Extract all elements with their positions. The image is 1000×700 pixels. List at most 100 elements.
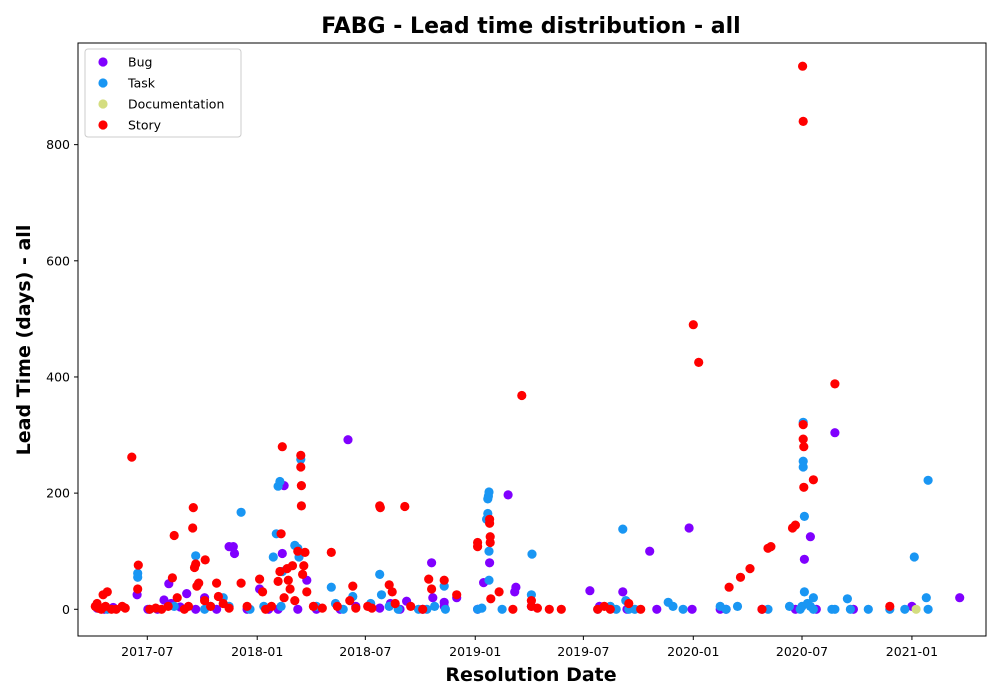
point-bug — [229, 548, 240, 559]
point-story — [200, 596, 210, 606]
point-story — [273, 576, 283, 587]
point-bug — [618, 587, 628, 597]
point-story — [406, 601, 416, 612]
x-axis-ticks: 2017-07 2018-01 2018-07 2019-01 2019-07 2020-… — [121, 636, 938, 659]
point-story — [508, 604, 518, 614]
legend-label-documentation: Documentation — [128, 97, 224, 112]
legend-marker-documentation — [98, 99, 108, 109]
point-task — [900, 604, 910, 614]
point-story — [390, 598, 400, 609]
y-axis-ticks: 0 200 400 600 800 — [46, 137, 78, 617]
chart-title: FABG - Lead time distribution - all — [321, 14, 740, 39]
point-task — [830, 604, 840, 614]
point-story — [300, 547, 310, 558]
point-bug — [427, 558, 437, 568]
y-tick-label: 200 — [46, 486, 70, 501]
point-story — [296, 450, 306, 460]
point-story — [387, 587, 397, 597]
point-story — [485, 518, 495, 528]
point-story — [724, 582, 734, 592]
point-story — [285, 584, 295, 594]
point-task — [375, 569, 385, 580]
point-bug — [503, 490, 513, 500]
point-task — [808, 593, 819, 603]
point-documentation — [911, 604, 921, 614]
point-bug — [652, 604, 662, 614]
point-task — [440, 604, 450, 614]
point-story — [275, 566, 285, 577]
legend-label-story: Story — [128, 118, 162, 133]
point-story — [798, 116, 808, 126]
point-task — [799, 511, 810, 521]
point-story — [532, 603, 543, 613]
point-story — [424, 574, 434, 584]
point-bug — [955, 593, 965, 603]
point-bug — [375, 603, 385, 613]
point-task — [276, 601, 286, 612]
point-task — [732, 601, 743, 612]
x-tick-label: 2020-01 — [667, 644, 719, 659]
point-bug — [585, 586, 595, 596]
point-task — [721, 604, 731, 614]
legend: Bug Task Documentation Story — [84, 48, 242, 138]
point-task — [191, 551, 201, 561]
point-story — [188, 523, 198, 533]
point-story — [798, 434, 808, 444]
point-bug — [799, 554, 810, 564]
point-bug — [687, 604, 697, 614]
point-story — [624, 598, 634, 609]
point-story — [191, 559, 201, 569]
y-tick-label: 600 — [46, 253, 70, 268]
point-task — [477, 603, 487, 613]
point-story — [276, 529, 286, 539]
point-task — [484, 575, 494, 585]
point-story — [326, 547, 336, 558]
point-bug — [645, 546, 655, 556]
point-task — [268, 552, 278, 562]
x-tick-label: 2019-01 — [449, 644, 501, 659]
point-bug — [293, 604, 303, 614]
point-task — [133, 568, 143, 578]
point-story — [279, 593, 289, 603]
point-story — [348, 581, 358, 591]
point-story — [302, 587, 312, 597]
point-task — [430, 601, 440, 612]
point-story — [799, 482, 809, 492]
point-story — [194, 578, 204, 588]
point-task — [236, 507, 246, 517]
legend-marker-bug — [98, 57, 108, 67]
point-task — [497, 604, 507, 614]
point-story — [183, 601, 194, 612]
x-tick-label: 2018-01 — [231, 644, 283, 659]
point-task — [799, 587, 810, 597]
point-task — [376, 590, 387, 600]
y-tick-label: 800 — [46, 137, 70, 152]
point-task — [863, 604, 873, 614]
point-task — [484, 487, 494, 497]
legend-marker-task — [98, 78, 108, 88]
point-story — [127, 452, 137, 462]
point-story — [799, 442, 809, 452]
point-story — [283, 575, 293, 585]
point-story — [351, 603, 361, 613]
point-story — [266, 601, 277, 612]
point-story — [290, 596, 300, 606]
point-story — [486, 594, 496, 604]
point-story — [544, 604, 554, 614]
point-story — [167, 573, 177, 583]
y-tick-label: 0 — [62, 602, 70, 617]
point-task — [275, 476, 285, 487]
point-story — [745, 564, 755, 574]
y-axis-label: Lead Time (days) - all — [13, 225, 35, 456]
point-task — [618, 524, 628, 534]
point-story — [212, 578, 222, 588]
x-tick-label: 2017-07 — [121, 644, 173, 659]
point-story — [766, 542, 776, 552]
point-story — [120, 603, 130, 613]
point-story — [345, 596, 355, 606]
point-bug — [277, 548, 287, 559]
x-tick-label: 2018-07 — [339, 644, 391, 659]
point-story — [308, 601, 318, 612]
point-bug — [428, 593, 438, 603]
